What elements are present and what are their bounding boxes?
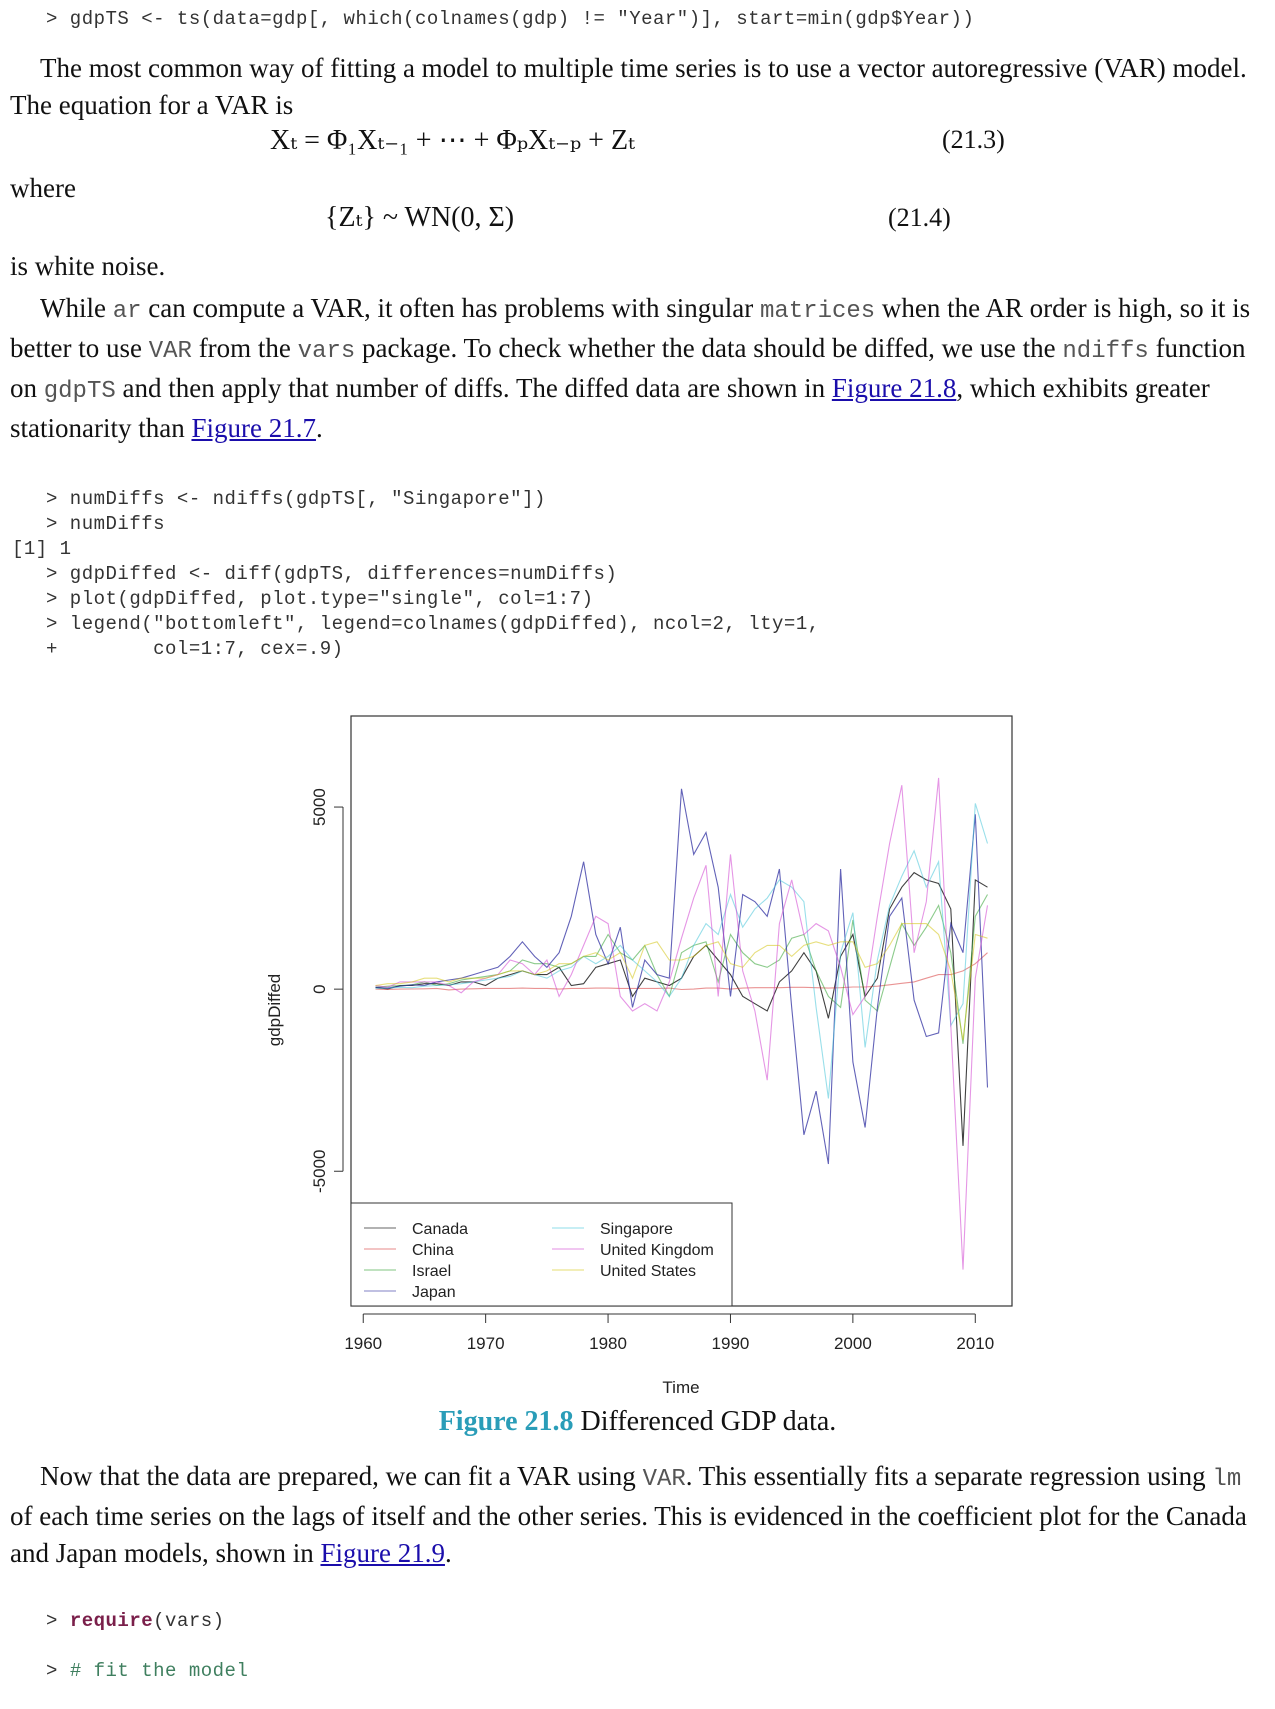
text-fragment: of each time series on the lags of itsel… (10, 1501, 1247, 1568)
inline-code-matrices: matrices (759, 298, 876, 325)
text-fragment: . This essentially fits a separate regre… (685, 1461, 1213, 1491)
y-axis-label: gdpDiffed (265, 974, 284, 1046)
figure-label: Figure 21.8 (438, 1406, 574, 1437)
legend-label: Singapore (600, 1221, 673, 1238)
code-line: > # fit the model (46, 1659, 248, 1684)
code-comment: # fit the model (69, 1660, 249, 1682)
text-fragment: and then apply that number of diffs. The… (115, 373, 832, 403)
code-keyword: require (69, 1610, 154, 1632)
text-fragment: can compute a VAR, it often has problems… (141, 293, 760, 323)
y-tick-label: -5000 (310, 1150, 329, 1193)
series-line-israel (375, 894, 988, 1044)
code-block-require: > require(vars) > # fit the model (46, 1584, 248, 1709)
series-line-china (375, 952, 988, 991)
x-axis-label: Time (662, 1378, 699, 1397)
code-prompt: > (46, 1660, 70, 1682)
text-fragment: . (315, 413, 323, 443)
x-tick-label: 1960 (344, 1334, 382, 1353)
code-line: + col=1:7, cex=.9) (46, 638, 344, 660)
series-line-canada (375, 871, 988, 1146)
equation-number-21-4: (21.4) (888, 203, 951, 232)
legend-label: United Kingdom (600, 1242, 714, 1259)
series-line-united-states (375, 923, 988, 1041)
legend-label: Canada (412, 1221, 468, 1238)
inline-code-ar: ar (112, 298, 142, 325)
white-noise-text: is white noise. (10, 251, 166, 281)
text-fragment: from the (191, 333, 298, 363)
text-fragment: , which exhibits greater stationarity th… (10, 373, 1210, 443)
inline-code-vars: vars (297, 338, 356, 365)
paragraph-diff-explanation: While ar can compute a VAR, it often has… (10, 290, 1255, 447)
link-figure-21-9[interactable]: Figure 21.9 (320, 1538, 445, 1568)
y-tick-label: 0 (310, 984, 329, 993)
code-line: > plot(gdpDiffed, plot.type="single", co… (46, 588, 594, 610)
series-line-japan (375, 788, 989, 1165)
code-args: (vars) (153, 1610, 225, 1632)
x-tick-label: 2000 (834, 1334, 872, 1353)
inline-code-var: VAR (148, 338, 192, 365)
chart-legend: Canada China Israel Japan Singapore United Ki… (350, 1202, 733, 1307)
figure-caption-text: Differenced GDP data. (580, 1406, 837, 1437)
code-line: > numDiffs (46, 513, 166, 535)
text-fragment: While (40, 293, 113, 323)
series-line-united-kingdom (375, 777, 989, 1270)
equation-white-noise: {Zₜ} ~ WN(0, Σ) (325, 202, 515, 233)
text-fragment: . (444, 1538, 452, 1568)
code-prompt: > (46, 1610, 70, 1632)
inline-code-var: VAR (642, 1466, 686, 1493)
x-tick-label: 1980 (589, 1334, 627, 1353)
text-fragment: when the AR order is high, so it is bett… (10, 293, 1251, 363)
code-line: > require(vars) (46, 1609, 248, 1634)
inline-code-lm: lm (1212, 1466, 1242, 1493)
series-layer (375, 777, 989, 1270)
legend-box (350, 1202, 733, 1307)
inline-code-gdpts: gdpTS (43, 378, 116, 405)
x-axis: 1960 1970 1980 1990 2000 2010 (344, 1313, 994, 1353)
code-line: > legend("bottomleft", legend=colnames(g… (46, 613, 820, 635)
legend-label: Israel (412, 1263, 451, 1280)
code-block-diffs: > numDiffs <- ndiffs(gdpTS[, "Singapore"… (12, 462, 820, 687)
code-line: > gdpDiffed <- diff(gdpTS, differences=n… (46, 563, 618, 585)
where-label: where (10, 173, 76, 203)
x-tick-label: 1990 (712, 1334, 750, 1353)
y-axis: -5000 0 5000 (310, 788, 344, 1193)
legend-label: Japan (412, 1284, 456, 1301)
equation-var: Xₜ = Φ₁Xₜ₋₁ + ⋯ + ΦₚXₜ₋ₚ + Zₜ (270, 125, 635, 156)
x-tick-label: 2010 (956, 1334, 994, 1353)
link-figure-21-7[interactable]: Figure 21.7 (191, 413, 316, 443)
paragraph-var-intro: The most common way of fitting a model t… (10, 53, 1247, 120)
figure-caption: Figure 21.8 Differenced GDP data. (0, 1406, 1275, 1438)
text-fragment: package. To check whether the data shoul… (355, 333, 1063, 363)
code-output: [1] 1 (12, 538, 72, 560)
text-fragment: Now that the data are prepared, we can f… (40, 1461, 643, 1491)
gdp-diffed-chart: 1960 1970 1980 1990 2000 2010 -5000 0 5000 gdpD… (265, 715, 1013, 1397)
x-tick-label: 1970 (467, 1334, 505, 1353)
inline-code-ndiffs: ndiffs (1062, 338, 1149, 365)
code-line: > numDiffs <- ndiffs(gdpTS[, "Singapore"… (46, 488, 546, 510)
text-fragment: function on (10, 333, 1246, 403)
y-tick-label: 5000 (310, 788, 329, 826)
code-line-top: > gdpTS <- ts(data=gdp[, which(colnames(… (46, 8, 975, 30)
legend-label: United States (600, 1263, 696, 1280)
equation-number-21-3: (21.3) (942, 125, 1005, 154)
paragraph-fit-var: Now that the data are prepared, we can f… (10, 1458, 1265, 1572)
link-figure-21-8[interactable]: Figure 21.8 (831, 373, 957, 403)
series-line-singapore (375, 803, 989, 1099)
legend-label: China (412, 1242, 454, 1259)
